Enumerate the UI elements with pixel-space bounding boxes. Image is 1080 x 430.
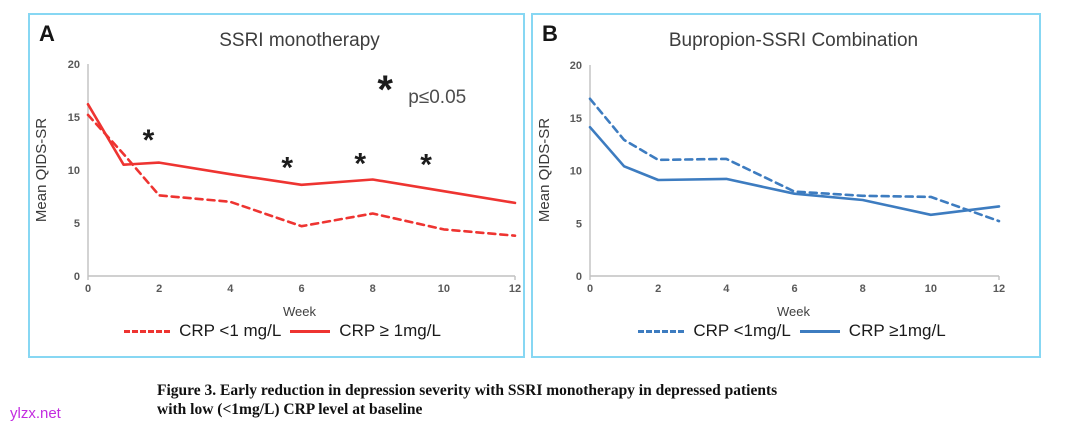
panel-a-letter: A: [39, 21, 55, 46]
legend-label-crp-high: CRP ≥1mg/L: [848, 321, 946, 340]
panel-b-legend: CRP <1mg/L CRP ≥1mg/L: [553, 321, 1029, 341]
svg-text:20: 20: [68, 59, 80, 71]
svg-text:4: 4: [723, 283, 730, 295]
panel-a-chart: 0 2 4 6 8 10 12 0 5 10 15 20 * * * * * p≤0.05: [68, 59, 521, 295]
svg-text:5: 5: [74, 218, 80, 230]
svg-text:0: 0: [587, 283, 593, 295]
legend-label-crp-low: CRP <1mg/L: [693, 321, 791, 340]
svg-text:20: 20: [570, 60, 582, 72]
svg-text:12: 12: [509, 283, 521, 295]
svg-text:2: 2: [156, 283, 162, 295]
svg-text:10: 10: [438, 283, 450, 295]
panel-b-x-axis-label: Week: [777, 304, 810, 319]
svg-text:15: 15: [68, 112, 80, 124]
svg-text:*: *: [377, 68, 393, 112]
panel-a-legend: CRP <1 mg/L CRP ≥ 1mg/L: [50, 321, 513, 341]
watermark: ylzx.net: [10, 405, 61, 422]
panel-a-title: SSRI monotherapy: [219, 30, 380, 51]
dashed-line-swatch: [638, 329, 685, 333]
figure-caption-line2: with low (<1mg/L) CRP level at baseline: [157, 401, 423, 418]
svg-text:0: 0: [85, 283, 91, 295]
legend-label-crp-low: CRP <1 mg/L: [179, 321, 282, 340]
svg-text:8: 8: [370, 283, 376, 295]
svg-text:2: 2: [655, 283, 661, 295]
panel-b-chart: 0 2 4 6 8 10 12 0 5 10 15 20: [570, 60, 1005, 295]
svg-text:0: 0: [576, 271, 582, 283]
svg-text:*: *: [143, 124, 155, 157]
svg-text:*: *: [281, 152, 293, 185]
svg-text:12: 12: [993, 283, 1005, 295]
dashed-line-swatch: [124, 329, 171, 333]
svg-text:5: 5: [576, 218, 582, 230]
svg-text:6: 6: [791, 283, 797, 295]
panel-a-box: A SSRI monotherapy Mean QIDS-SR 0 2 4 6 8 10 1…: [28, 13, 525, 358]
svg-text:10: 10: [570, 166, 582, 178]
svg-text:8: 8: [860, 283, 866, 295]
svg-text:10: 10: [68, 165, 80, 177]
svg-text:6: 6: [298, 283, 304, 295]
panel-b-title: Bupropion-SSRI Combination: [668, 30, 919, 51]
svg-text:p≤0.05: p≤0.05: [408, 87, 466, 108]
panel-a-x-axis-label: Week: [283, 304, 316, 319]
solid-line-swatch: [290, 329, 331, 333]
panel-b-letter: B: [542, 21, 558, 46]
svg-text:0: 0: [74, 271, 80, 283]
solid-line-swatch: [799, 329, 840, 333]
svg-text:*: *: [420, 148, 432, 181]
svg-text:4: 4: [227, 283, 234, 295]
svg-text:10: 10: [925, 283, 937, 295]
svg-text:15: 15: [570, 113, 582, 125]
legend-label-crp-high: CRP ≥ 1mg/L: [339, 321, 441, 340]
figure-caption: Figure 3. Early reduction in depression …: [157, 381, 917, 419]
figure-caption-line1: Figure 3. Early reduction in depression …: [157, 382, 778, 399]
panel-b-box: B Bupropion-SSRI Combination Mean QIDS-S…: [531, 13, 1041, 358]
svg-text:*: *: [354, 147, 366, 180]
